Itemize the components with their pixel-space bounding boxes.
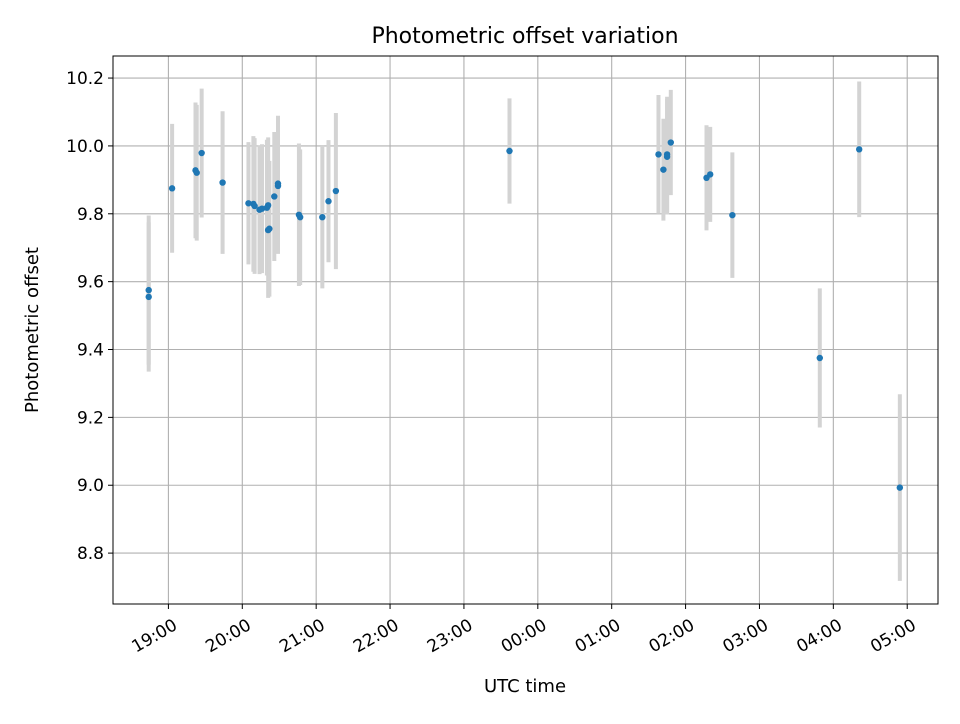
y-tick-label: 9.6 bbox=[77, 273, 104, 293]
data-point bbox=[655, 151, 662, 158]
chart-title: Photometric offset variation bbox=[371, 24, 678, 49]
data-point bbox=[271, 193, 278, 200]
data-point bbox=[266, 225, 273, 232]
data-point bbox=[145, 293, 152, 301]
data-point bbox=[274, 180, 282, 187]
data-point bbox=[729, 211, 736, 219]
data-point bbox=[219, 179, 226, 186]
data-point bbox=[251, 202, 258, 210]
data-point bbox=[258, 205, 266, 212]
point-layer bbox=[145, 139, 904, 491]
data-point bbox=[193, 169, 200, 176]
data-point bbox=[168, 185, 176, 192]
data-point bbox=[667, 139, 674, 146]
y-tick-label: 9.8 bbox=[77, 205, 104, 225]
data-point bbox=[506, 147, 513, 155]
data-point bbox=[245, 200, 252, 207]
data-point bbox=[707, 171, 714, 178]
data-point bbox=[319, 213, 326, 221]
data-point bbox=[855, 146, 863, 153]
data-point bbox=[660, 166, 667, 173]
y-tick-label: 10.2 bbox=[66, 69, 104, 89]
data-point bbox=[896, 484, 904, 491]
data-point bbox=[663, 153, 671, 160]
data-point bbox=[296, 213, 304, 221]
plot-frame bbox=[112, 55, 939, 605]
y-tick-label: 9.4 bbox=[77, 341, 104, 361]
data-point bbox=[332, 187, 340, 195]
y-tick-label: 10.0 bbox=[66, 137, 104, 157]
y-tick-label: 9.0 bbox=[77, 476, 104, 496]
data-point bbox=[198, 149, 205, 157]
x-axis-label: UTC time bbox=[484, 676, 566, 697]
data-point bbox=[816, 354, 823, 362]
data-point bbox=[264, 202, 272, 209]
y-tick-label: 8.8 bbox=[77, 544, 104, 564]
y-tick-label: 9.2 bbox=[77, 408, 104, 428]
grid-layer bbox=[113, 56, 938, 604]
data-point bbox=[145, 286, 152, 294]
y-axis-label: Photometric offset bbox=[22, 247, 43, 413]
data-point bbox=[325, 198, 332, 205]
